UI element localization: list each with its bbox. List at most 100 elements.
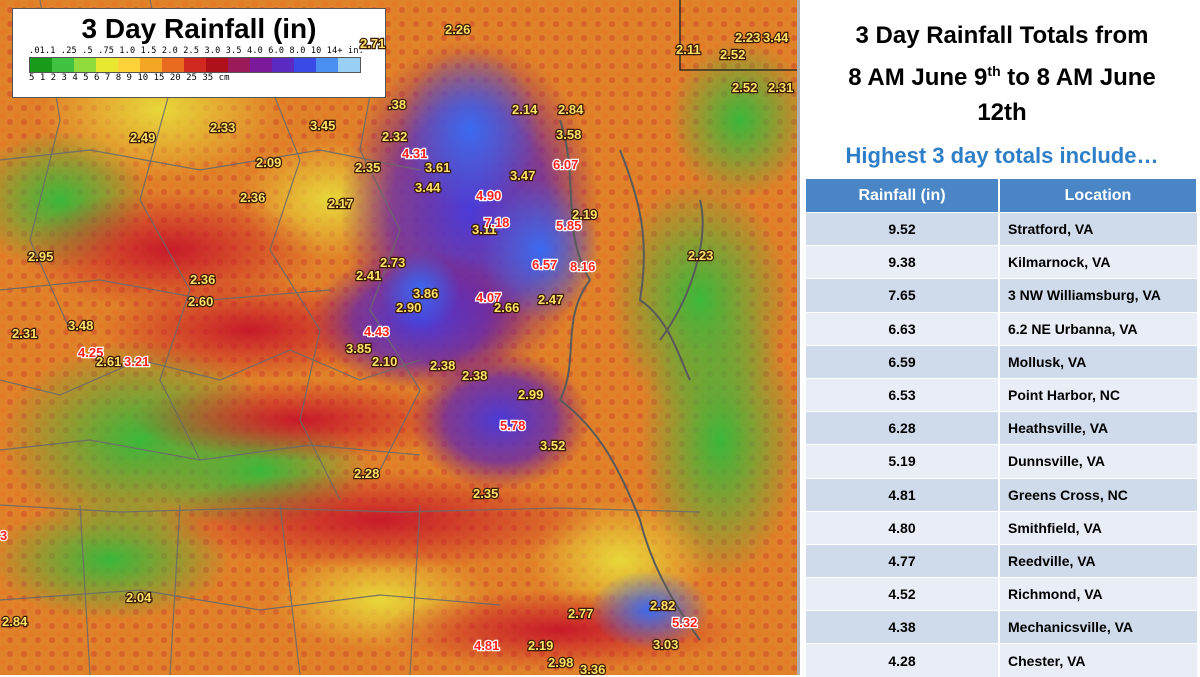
rainfall-value-label: 4.43 — [364, 324, 389, 339]
rainfall-value-cell: 6.28 — [806, 411, 1000, 445]
rainfall-value-label: 2.77 — [568, 606, 593, 621]
rainfall-value-label: 2.52 — [720, 47, 745, 62]
legend-swatch — [96, 58, 118, 72]
rainfall-value-label: 2.19 — [528, 638, 553, 653]
rainfall-value-cell: 4.38 — [806, 610, 1000, 644]
rainfall-value-label: 2.38 — [430, 358, 455, 373]
rainfall-value-label: 2.31 — [12, 326, 37, 341]
header-line-2b: to 8 AM June — [1000, 64, 1156, 91]
rainfall-value-label: 6.57 — [532, 257, 557, 272]
rainfall-value-label: 2.84 — [2, 614, 28, 629]
col-rainfall-header: Rainfall (in) — [806, 179, 1000, 213]
table-row: 6.63 6.2 NE Urbanna, VA — [806, 311, 1197, 346]
table-header-row: Rainfall (in) Location — [806, 179, 1198, 213]
location-cell: Mechanicsville, VA — [999, 610, 1197, 644]
rainfall-value-label: 3.58 — [556, 127, 581, 142]
table-row: 4.80 Smithfield, VA — [806, 510, 1197, 545]
header-line-3: 12th — [977, 99, 1027, 126]
rainfall-value-label: 5.32 — [672, 615, 697, 630]
legend-swatch — [250, 58, 272, 72]
legend-swatch — [74, 58, 96, 72]
rainfall-value-label: 3.21 — [124, 354, 149, 369]
rainfall-value-label: 2.31 — [768, 80, 793, 95]
legend-swatch — [118, 58, 140, 72]
rainfall-value-cell: 9.38 — [806, 245, 1000, 279]
table-row: 9.52 Stratford, VA — [806, 211, 1197, 246]
rainfall-value-label: 3.47 — [510, 168, 535, 183]
table-row: 4.38 Mechanicsville, VA — [806, 610, 1197, 644]
legend-swatch — [294, 58, 316, 72]
rainfall-value-label: 2.52 — [732, 80, 757, 95]
rainfall-value-label: 2.61 — [96, 354, 121, 369]
rainfall-value-label: 2.35 — [355, 160, 380, 175]
header-line-2: 8 AM June 9th to 8 AM June — [804, 63, 1200, 92]
rainfall-value-label: 3.85 — [346, 341, 371, 356]
rainfall-value-label: 3.36 — [580, 662, 605, 675]
rainfall-value-label: 3.11 — [472, 222, 497, 237]
legend-swatch — [52, 58, 74, 72]
map-title: 3 Day Rainfall (in) — [81, 13, 317, 44]
table-row: 5.19 Dunnsville, VA — [806, 444, 1197, 478]
rainfall-value-label: 2.41 — [356, 268, 381, 283]
subheading: Highest 3 day totals include… — [845, 143, 1159, 168]
rainfall-summary-panel: 3 Day Rainfall Totals from 8 AM June 9th… — [804, 0, 1200, 677]
location-cell: Heathsville, VA — [999, 411, 1197, 445]
rainfall-value-cell: 4.77 — [806, 543, 1000, 578]
table-row: 4.52 Richmond, VA — [806, 577, 1197, 611]
rainfall-value-label: 3.52 — [540, 438, 565, 453]
col-location-header: Location — [999, 179, 1198, 213]
rainfall-value-label: 7.18 — [484, 215, 509, 230]
rainfall-value-label: 2.98 — [548, 655, 573, 670]
rainfall-value-label: 4.90 — [476, 188, 501, 203]
rainfall-value-label: 2.26 — [445, 22, 470, 37]
rainfall-value-label: 4.31 — [402, 146, 427, 161]
rainfall-value-label: 2.95 — [28, 249, 53, 264]
legend-swatch — [162, 58, 184, 72]
header-line-1: 3 Day Rainfall Totals from — [855, 22, 1149, 49]
map-title-box: 3 Day Rainfall (in) .01.1 .25 .5 .75 1.0… — [12, 8, 386, 98]
location-cell: Smithfield, VA — [999, 510, 1197, 545]
rainfall-value-cell: 6.59 — [806, 344, 1000, 379]
location-cell: Chester, VA — [999, 643, 1197, 677]
table-row: 4.77 Reedville, VA — [806, 543, 1197, 578]
rainfall-value-label: 2.23 — [688, 248, 713, 263]
legend-swatch — [30, 58, 52, 72]
rainfall-value-cell: 7.65 — [806, 278, 1000, 313]
table-row: 6.59 Mollusk, VA — [806, 344, 1197, 379]
rainfall-value-label: 4.07 — [476, 290, 501, 305]
legend-swatch — [316, 58, 338, 72]
rainfall-value-label: 2.90 — [396, 300, 421, 315]
rainfall-value-cell: 5.19 — [806, 444, 1000, 478]
rainfall-value-label: 2.66 — [494, 300, 519, 315]
rainfall-value-label: 2.23 — [735, 30, 760, 45]
location-cell: Point Harbor, NC — [999, 377, 1197, 412]
location-cell: Stratford, VA — [999, 211, 1197, 246]
rainfall-value-label: 2.10 — [372, 354, 397, 369]
rainfall-value-label: 2.35 — [473, 486, 498, 501]
legend-swatch — [140, 58, 162, 72]
table-row: 9.38 Kilmarnock, VA — [806, 245, 1197, 279]
rainfall-value-label: 3.44 — [763, 30, 789, 45]
rainfall-value-label: .38 — [388, 97, 406, 112]
rainfall-map: 3 Day Rainfall (in) .01.1 .25 .5 .75 1.0… — [0, 0, 800, 675]
rainfall-value-cell: 4.28 — [806, 643, 1000, 677]
location-cell: Greens Cross, NC — [999, 477, 1197, 512]
rainfall-value-label: 2.33 — [210, 120, 235, 135]
rainfall-value-label: 5.78 — [500, 418, 525, 433]
legend-cm-scale: 5 1 2 3 4 5 6 7 8 9 10 15 20 25 35 cm — [29, 73, 230, 83]
rainfall-value-cell: 9.52 — [806, 211, 1000, 246]
legend-inches-scale: .01.1 .25 .5 .75 1.0 1.5 2.0 2.5 3.0 3.5… — [29, 46, 364, 56]
rainfall-table: Rainfall (in) Location 9.52 Stratford, VA… — [806, 179, 1198, 677]
header-line-2a: 8 AM June 9 — [848, 64, 988, 91]
legend-swatch — [272, 58, 294, 72]
rainfall-value-cell: 6.53 — [806, 377, 1000, 412]
rainfall-value-label: 2.11 — [676, 42, 701, 57]
rainfall-value-label: 2.71 — [360, 36, 385, 51]
rainfall-labels: 2.262.71 2.11 2.522.23 3.442.52 2.312.492.33… — [0, 21, 795, 675]
location-cell: Kilmarnock, VA — [999, 245, 1197, 279]
rainfall-value-label: 8.16 — [570, 259, 595, 274]
location-cell: Dunnsville, VA — [999, 444, 1197, 478]
rainfall-value-label: 3.61 — [425, 160, 450, 175]
rainfall-value-label: 2.60 — [188, 294, 213, 309]
rainfall-value-label: 2.99 — [518, 387, 543, 402]
